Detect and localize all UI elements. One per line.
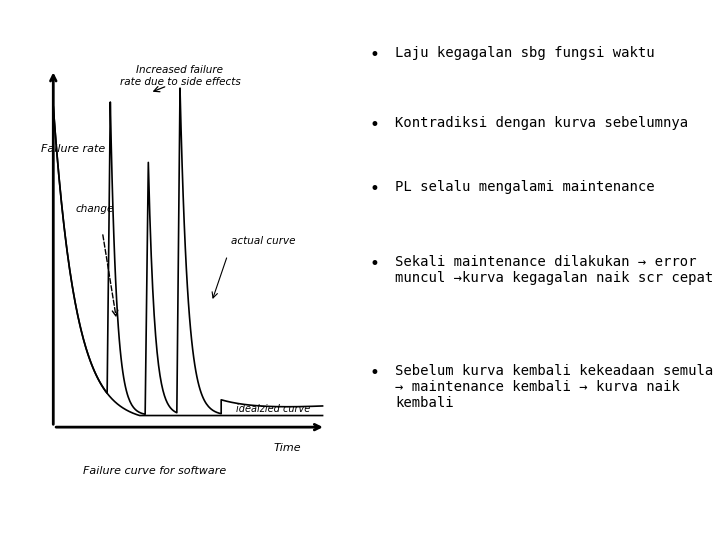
Text: actual curve: actual curve [230, 237, 295, 246]
Text: Time: Time [274, 443, 302, 453]
Text: •: • [369, 116, 379, 133]
Text: •: • [369, 364, 379, 382]
Text: •: • [369, 180, 379, 198]
Text: Sekali maintenance dilakukan → error
muncul →kurva kegagalan naik scr cepat: Sekali maintenance dilakukan → error mun… [395, 255, 714, 285]
Text: Sebelum kurva kembali kekeadaan semula
→ maintenance kembali → kurva naik
kembal: Sebelum kurva kembali kekeadaan semula →… [395, 364, 714, 410]
Text: PL selalu mengalami maintenance: PL selalu mengalami maintenance [395, 180, 655, 194]
Text: Failure curve for software: Failure curve for software [83, 466, 226, 476]
Text: •: • [369, 46, 379, 64]
Text: Increased failure
rate due to side effects: Increased failure rate due to side effec… [120, 65, 240, 86]
Text: Laju kegagalan sbg fungsi waktu: Laju kegagalan sbg fungsi waktu [395, 46, 655, 60]
Text: Kontradiksi dengan kurva sebelumnya: Kontradiksi dengan kurva sebelumnya [395, 116, 688, 130]
Text: change: change [76, 204, 114, 214]
Text: idealzied curve: idealzied curve [235, 403, 310, 414]
Text: •: • [369, 255, 379, 273]
Text: Failure rate: Failure rate [40, 144, 105, 153]
